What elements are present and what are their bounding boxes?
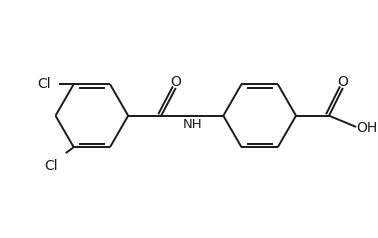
Text: Cl: Cl [37, 77, 51, 91]
Text: Cl: Cl [45, 159, 58, 173]
Text: O: O [170, 75, 181, 89]
Text: OH: OH [357, 121, 378, 135]
Text: O: O [338, 75, 348, 89]
Text: NH: NH [183, 119, 203, 131]
